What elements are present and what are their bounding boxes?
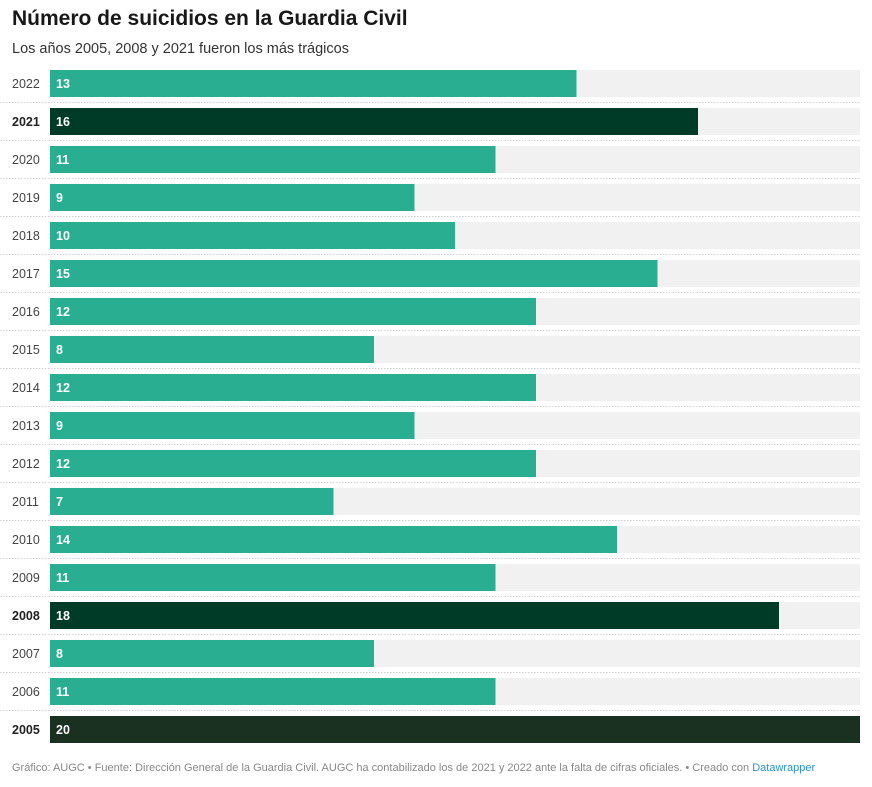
category-label-2019: 2019 xyxy=(12,191,40,205)
category-label-2013: 2013 xyxy=(12,419,40,433)
value-label-2007: 8 xyxy=(56,647,63,661)
value-label-2006: 11 xyxy=(56,685,69,699)
bar-2009 xyxy=(50,564,496,591)
category-label-2014: 2014 xyxy=(12,381,40,395)
value-label-2018: 10 xyxy=(56,229,70,243)
chart-title: Número de suicidios en la Guardia Civil xyxy=(12,7,408,30)
bar-2015 xyxy=(50,336,374,363)
bar-2007 xyxy=(50,640,374,667)
value-label-2020: 11 xyxy=(56,153,69,167)
bar-2012 xyxy=(50,450,536,477)
category-label-2012: 2012 xyxy=(12,457,40,471)
category-label-2008: 2008 xyxy=(12,609,40,623)
bar-2014 xyxy=(50,374,536,401)
bar-2021 xyxy=(50,108,698,135)
bar-2006 xyxy=(50,678,496,705)
bar-2016 xyxy=(50,298,536,325)
category-label-2005: 2005 xyxy=(12,723,40,737)
bar-2020 xyxy=(50,146,496,173)
category-label-2020: 2020 xyxy=(12,153,40,167)
datawrapper-link[interactable]: Datawrapper xyxy=(752,762,816,774)
bar-2019 xyxy=(50,184,415,211)
category-label-2006: 2006 xyxy=(12,685,40,699)
category-label-2021: 2021 xyxy=(12,115,40,129)
bar-2018 xyxy=(50,222,455,249)
value-label-2019: 9 xyxy=(56,191,63,205)
footer-credits: Gráfico: AUGC • Fuente: Dirección Genera… xyxy=(12,762,815,774)
chart-subtitle: Los años 2005, 2008 y 2021 fueron los má… xyxy=(12,41,349,57)
footer-text: Gráfico: AUGC • Fuente: Dirección Genera… xyxy=(12,762,753,774)
bar-2008 xyxy=(50,602,779,629)
bar-2013 xyxy=(50,412,415,439)
category-label-2018: 2018 xyxy=(12,229,40,243)
value-label-2021: 16 xyxy=(56,115,70,129)
category-label-2009: 2009 xyxy=(12,571,40,585)
value-label-2016: 12 xyxy=(56,305,70,319)
bar-2011 xyxy=(50,488,334,515)
category-label-2022: 2022 xyxy=(12,77,40,91)
category-label-2007: 2007 xyxy=(12,647,40,661)
value-label-2009: 11 xyxy=(56,571,69,585)
value-label-2017: 15 xyxy=(56,267,70,281)
value-label-2011: 7 xyxy=(56,495,63,509)
value-label-2012: 12 xyxy=(56,457,70,471)
category-label-2011: 2011 xyxy=(12,495,39,509)
value-label-2008: 18 xyxy=(56,609,70,623)
category-label-2010: 2010 xyxy=(12,533,40,547)
value-label-2005: 20 xyxy=(56,723,70,737)
category-label-2015: 2015 xyxy=(12,343,40,357)
value-label-2022: 13 xyxy=(56,77,70,91)
category-label-2016: 2016 xyxy=(12,305,40,319)
value-label-2010: 14 xyxy=(56,533,70,547)
value-label-2015: 8 xyxy=(56,343,63,357)
bar-2017 xyxy=(50,260,658,287)
category-label-2017: 2017 xyxy=(12,267,40,281)
bar-2022 xyxy=(50,70,577,97)
value-label-2013: 9 xyxy=(56,419,63,433)
bar-2010 xyxy=(50,526,617,553)
bar-2005 xyxy=(50,716,860,743)
value-label-2014: 12 xyxy=(56,381,70,395)
